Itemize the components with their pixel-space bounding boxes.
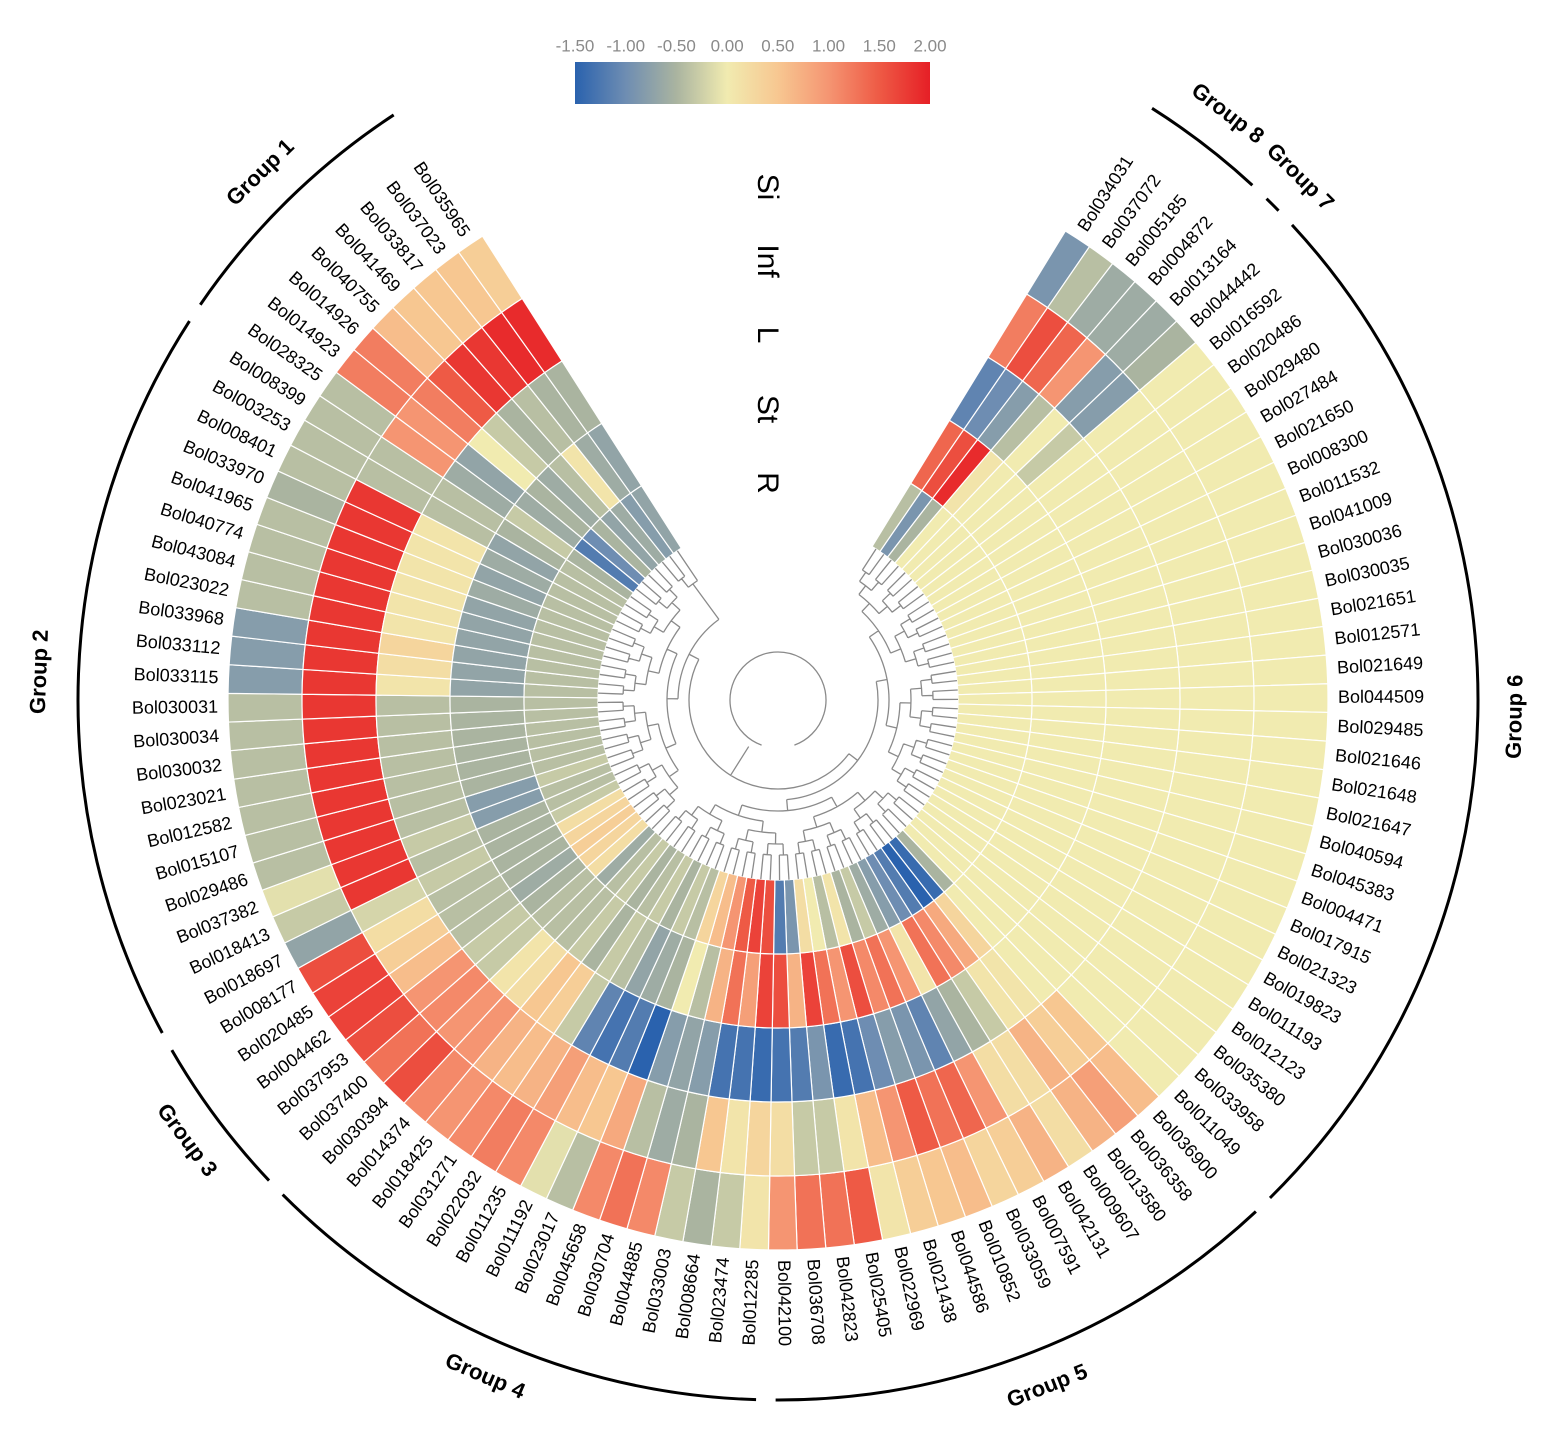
heat-cell [1251, 654, 1329, 687]
group-arc [775, 1210, 1257, 1402]
heat-cell [449, 695, 525, 714]
colorbar-tick-label: 1.00 [812, 36, 845, 55]
ring-label: Inf [751, 244, 784, 278]
ring-label: L [751, 327, 784, 344]
heat-cell [1105, 687, 1181, 710]
colorbar-tick-label: 0.50 [761, 36, 794, 55]
group-arc [281, 1193, 757, 1402]
group-label: Group 5 [1003, 1358, 1091, 1412]
gene-label: Bol042823 [833, 1255, 863, 1343]
group-label: Group 8 [1187, 77, 1269, 148]
heat-cell [1179, 685, 1255, 712]
group-arc [1268, 223, 1480, 1200]
gene-label: Bol012571 [1334, 619, 1422, 648]
ring-label: R [751, 472, 784, 494]
group-arc [199, 113, 395, 306]
heat-cell [771, 953, 791, 1029]
heat-cell [770, 1027, 793, 1103]
heat-cell [1253, 683, 1329, 714]
gene-label: Bol033003 [639, 1247, 676, 1335]
gene-label: Bol012285 [739, 1259, 763, 1346]
gene-label: Bol023021 [139, 784, 227, 818]
colorbar-tick-label: 1.50 [863, 36, 896, 55]
gene-label: Bol023474 [705, 1256, 733, 1344]
gene-label: Bol022969 [890, 1244, 928, 1332]
heat-cell [301, 693, 377, 720]
gene-label: Bol025405 [862, 1251, 896, 1339]
gene-label: Bol036708 [803, 1258, 828, 1345]
colorbar-tick-label: 2.00 [913, 36, 946, 55]
gene-label: Bol033115 [133, 664, 218, 687]
gene-label: Bol033112 [135, 631, 221, 659]
group-label: Group 6 [1501, 674, 1528, 759]
gene-label: Bol030035 [1323, 553, 1411, 591]
ring-label: Si [751, 174, 784, 201]
gene-label: Bol021648 [1330, 774, 1418, 807]
gene-label: Bol021649 [1337, 653, 1424, 678]
colorbar-tick-label: 0.00 [711, 36, 744, 55]
group-label: Group 4 [442, 1347, 530, 1404]
gene-label: Bol030032 [135, 755, 223, 785]
heat-cell [767, 1175, 798, 1251]
gene-label: Bol030031 [132, 697, 218, 718]
gene-label: Bol029485 [1337, 716, 1424, 740]
gene-label: Bol008664 [672, 1252, 704, 1340]
heat-cell [769, 1101, 796, 1177]
heat-cell [772, 879, 788, 955]
gene-label: Bol030034 [133, 726, 220, 752]
gene-label: Bol021647 [1324, 803, 1412, 840]
heat-cell [375, 694, 451, 717]
gene-label: Bol021651 [1329, 586, 1417, 619]
heat-cell [227, 692, 304, 723]
ring-label: St [751, 395, 784, 424]
heat-cell [1031, 689, 1107, 709]
gene-label: Bol023022 [142, 564, 230, 600]
gene-label: Bol021646 [1334, 745, 1422, 774]
group-arc [170, 1049, 271, 1182]
gene-label: Bol042100 [774, 1260, 795, 1346]
heat-cell [523, 696, 599, 711]
gene-label: Bol033968 [137, 597, 225, 629]
group-label: Group 2 [25, 629, 53, 714]
dendrogram [598, 548, 959, 880]
colorbar-tick-label: -0.50 [657, 36, 696, 55]
colorbar-tick-label: -1.50 [556, 36, 595, 55]
group-arc [1265, 197, 1280, 212]
colorbar [575, 62, 930, 104]
group-arc [1151, 107, 1254, 187]
colorbar-tick-label: -1.00 [606, 36, 645, 55]
group-arc [76, 320, 191, 1034]
heat-cell [629, 484, 683, 555]
gene-label: Bol044509 [1338, 687, 1424, 707]
